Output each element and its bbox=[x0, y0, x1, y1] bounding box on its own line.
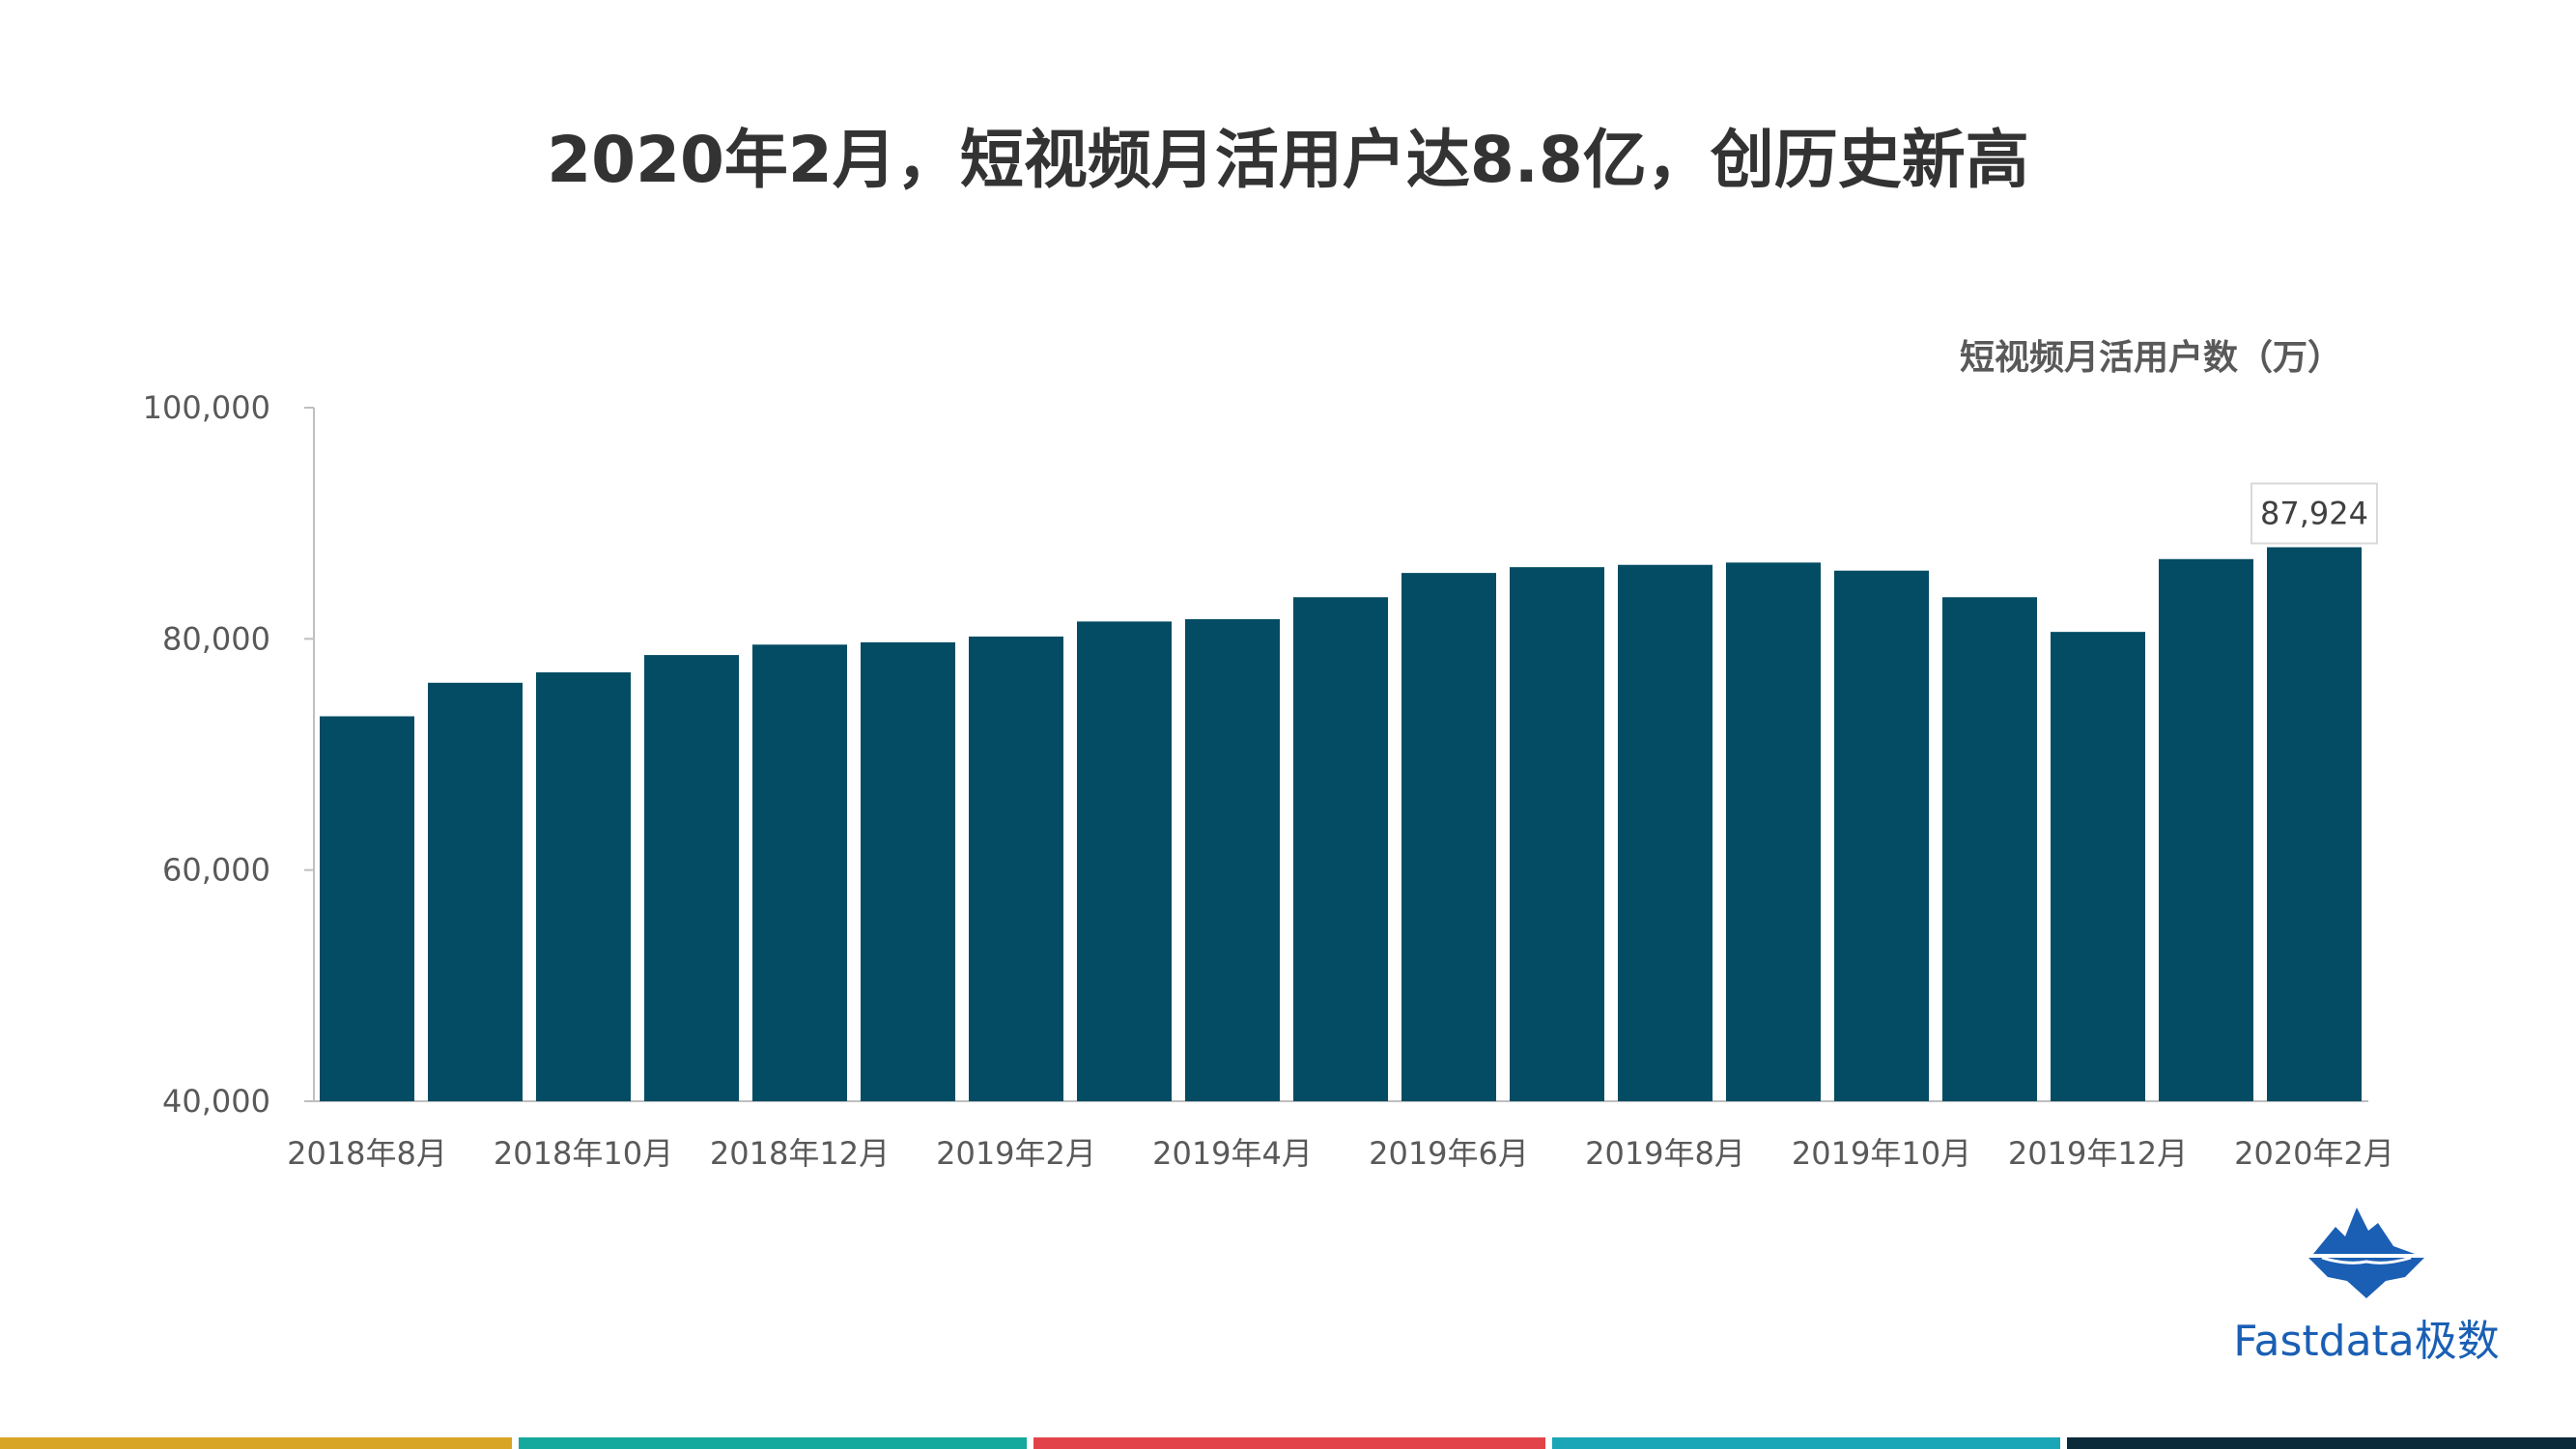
x-axis-ticks: 2018年8月 2018年10月 2018年12月 2019年2月 2019年4月 201… bbox=[287, 1135, 2394, 1172]
y-tick-label: 80,000 bbox=[162, 620, 270, 657]
bar bbox=[536, 672, 631, 1101]
footer-stripe-4 bbox=[1552, 1437, 2060, 1449]
data-label-box bbox=[2250, 482, 2378, 545]
footer-stripe-1 bbox=[0, 1437, 512, 1449]
footer-stripe-5 bbox=[2067, 1437, 2576, 1449]
bar bbox=[1510, 567, 1604, 1101]
data-label: 87,924 bbox=[2250, 482, 2378, 545]
bar bbox=[1618, 564, 1713, 1101]
x-tick-label: 2019年10月 bbox=[1792, 1135, 1971, 1172]
bar bbox=[969, 636, 1063, 1101]
bar bbox=[2159, 558, 2253, 1101]
bars bbox=[320, 547, 2362, 1101]
footer-stripe-3 bbox=[1033, 1437, 1545, 1449]
x-tick-label: 2018年8月 bbox=[287, 1135, 447, 1172]
y-tick-label: 40,000 bbox=[162, 1083, 270, 1120]
x-tick-label: 2019年8月 bbox=[1585, 1135, 1745, 1172]
y-tick-label: 60,000 bbox=[162, 852, 270, 889]
data-labels: 87,924 bbox=[2250, 482, 2378, 545]
bar bbox=[320, 716, 414, 1101]
bar bbox=[1401, 573, 1496, 1101]
bar bbox=[861, 641, 955, 1101]
bar bbox=[2267, 547, 2362, 1101]
bar bbox=[1834, 570, 1929, 1101]
y-axis-ticks: 40,000 60,000 80,000 100,000 bbox=[143, 389, 314, 1120]
bar bbox=[1726, 562, 1821, 1101]
x-tick-label: 2018年12月 bbox=[710, 1135, 890, 1172]
x-tick-label: 2019年12月 bbox=[2008, 1135, 2188, 1172]
y-tick-label: 100,000 bbox=[143, 389, 270, 426]
page-title: 2020年2月，短视频月活用户达8.8亿，创历史新高 bbox=[547, 123, 2029, 197]
bar bbox=[1942, 597, 2037, 1101]
x-tick-label: 2019年2月 bbox=[936, 1135, 1096, 1172]
bar bbox=[644, 655, 739, 1101]
x-tick-label: 2019年4月 bbox=[1152, 1135, 1313, 1172]
bar bbox=[752, 644, 847, 1101]
x-tick-label: 2020年2月 bbox=[2234, 1135, 2394, 1172]
bar bbox=[1293, 597, 1388, 1101]
bar bbox=[2051, 632, 2145, 1101]
brand-logo-text: Fastdata极数 bbox=[2233, 1317, 2500, 1366]
iceberg-icon bbox=[2308, 1208, 2424, 1298]
x-tick-label: 2019年6月 bbox=[1369, 1135, 1529, 1172]
footer-stripe-2 bbox=[519, 1437, 1027, 1449]
bar bbox=[1185, 618, 1280, 1101]
bar bbox=[428, 682, 523, 1101]
bar bbox=[1077, 621, 1172, 1101]
x-tick-label: 2018年10月 bbox=[494, 1135, 673, 1172]
unit-label: 短视频月活用户数（万） bbox=[1960, 338, 2342, 378]
data-label-text: 87,924 bbox=[2260, 496, 2368, 532]
